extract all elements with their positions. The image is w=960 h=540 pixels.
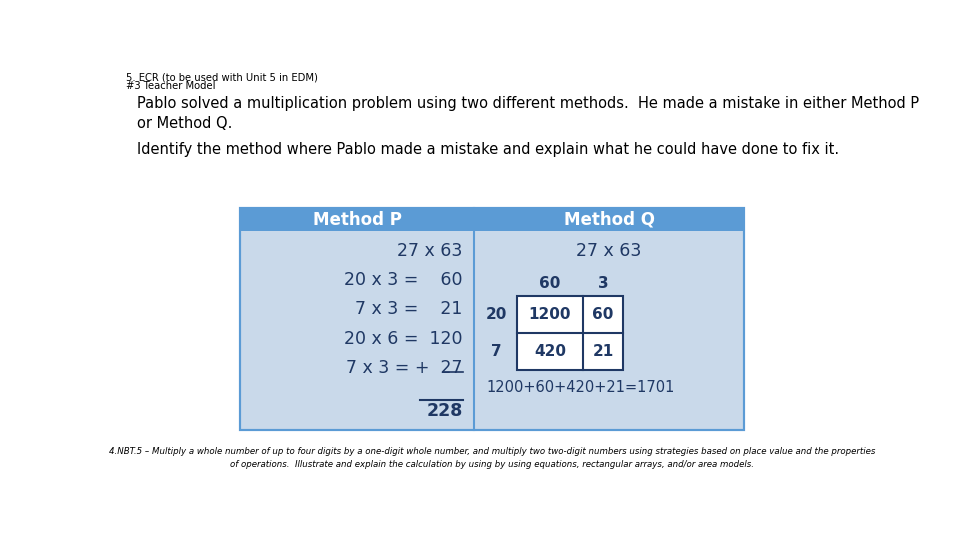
Text: 420: 420 (534, 344, 566, 359)
Text: 5. ECR (to be used with Unit 5 in EDM): 5. ECR (to be used with Unit 5 in EDM) (126, 72, 318, 83)
Text: 27 x 63: 27 x 63 (397, 242, 463, 260)
Text: 7: 7 (491, 344, 501, 359)
Text: 228: 228 (426, 402, 463, 420)
Text: 3: 3 (598, 276, 609, 291)
Bar (474, 208, 744, 231)
Text: 1200+60+420+21=1701: 1200+60+420+21=1701 (486, 381, 674, 395)
Text: 27 x 63: 27 x 63 (576, 242, 642, 260)
Text: 7 x 3 =    21: 7 x 3 = 21 (355, 300, 463, 319)
Text: 7 x 3 = +  27: 7 x 3 = + 27 (347, 359, 463, 377)
Bar (240, 208, 474, 231)
Text: 60: 60 (540, 276, 561, 291)
Text: 60: 60 (592, 307, 613, 322)
Text: 20 x 3 =    60: 20 x 3 = 60 (345, 271, 463, 289)
Text: 21: 21 (592, 344, 613, 359)
Text: 20: 20 (486, 307, 507, 322)
Text: Method Q: Method Q (564, 211, 655, 228)
Bar (517, 296, 623, 370)
Bar (240, 208, 744, 430)
Text: #3 Teacher Model: #3 Teacher Model (126, 81, 216, 91)
Text: Pablo solved a multiplication problem using two different methods.  He made a mi: Pablo solved a multiplication problem us… (137, 96, 919, 131)
Text: 20 x 6 =  120: 20 x 6 = 120 (345, 330, 463, 348)
Bar (240, 208, 744, 430)
Text: Identify the method where Pablo made a mistake and explain what he could have do: Identify the method where Pablo made a m… (137, 142, 839, 157)
Text: 1200: 1200 (529, 307, 571, 322)
Text: 4.NBT.5 – Multiply a whole number of up to four digits by a one-digit whole numb: 4.NBT.5 – Multiply a whole number of up … (108, 448, 876, 469)
Text: Method P: Method P (313, 211, 401, 228)
